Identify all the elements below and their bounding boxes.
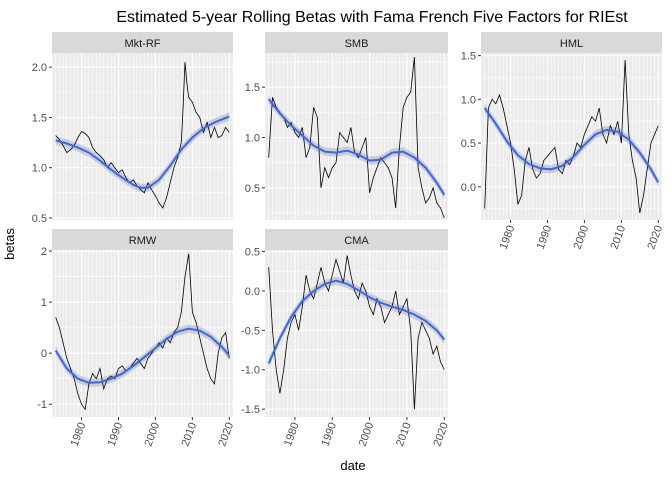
y-tick-label: -1 [37, 399, 47, 411]
y-tick-label: 1.0 [461, 94, 476, 106]
y-tick-label: 0.5 [461, 138, 476, 150]
x-tick-label: 2010 [180, 421, 200, 448]
panel-background-cma [265, 250, 448, 417]
smooth-band-rmw [55, 324, 230, 387]
y-tick-label: 0.5 [32, 213, 47, 225]
smooth-line-rmw [54, 327, 231, 384]
x-tick-label: 1980 [282, 421, 302, 448]
facet-label-smb: SMB [345, 38, 369, 50]
facet-cma: CMA -1.5 -1.0 -0.5 0.0 0.5 1980 1990 2000 2010 202… [241, 229, 451, 448]
facet-strip-cma [265, 229, 448, 250]
beta-line-cma [268, 255, 445, 410]
facet-label-cma: CMA [344, 235, 369, 247]
panel-background-mkt-rf [52, 53, 233, 220]
y-tick-label: 1 [41, 297, 47, 309]
gridlines-mkt-rf [51, 53, 234, 220]
y-tick-label: 0.0 [461, 182, 476, 194]
x-tick-label: 2020 [216, 421, 236, 448]
x-tick-label: 2020 [431, 421, 451, 448]
gridlines-smb [264, 53, 449, 220]
x-tick-label: 1990 [535, 224, 555, 251]
x-tick-label: 2010 [609, 224, 629, 251]
facet-label-hml: HML [560, 38, 583, 50]
beta-line-smb [268, 56, 445, 219]
x-tick-label: 2020 [645, 224, 665, 251]
y-tick-label: -0.5 [241, 325, 260, 337]
smooth-band-hml [484, 103, 659, 187]
x-tick-label: 2000 [143, 421, 163, 448]
y-tick-label: 2 [41, 246, 47, 258]
x-tick-label: 1980 [498, 224, 518, 251]
smooth-line-mkt-rf [55, 115, 230, 189]
beta-line-hml [484, 59, 659, 214]
y-tick-label: 1.5 [245, 82, 260, 94]
x-axis-title: date [340, 458, 365, 473]
y-tick-label: 1.0 [245, 133, 260, 145]
x-tick-label: 2000 [357, 421, 377, 448]
facet-strip-rmw [52, 229, 233, 250]
y-tick-label: -1.5 [241, 404, 260, 416]
y-tick-label: -1.0 [241, 365, 260, 377]
gridlines-hml [480, 53, 663, 220]
gridlines-rmw [51, 250, 234, 417]
beta-line-rmw [55, 253, 230, 411]
smooth-line-hml [483, 107, 660, 183]
facet-strip-hml [481, 32, 662, 53]
y-axis-title: betas [2, 228, 17, 260]
y-tick-label: 0.5 [245, 247, 260, 259]
x-tick-label: 1980 [69, 421, 89, 448]
facet-label-mkt-rf: Mkt-RF [124, 38, 160, 50]
y-tick-label: 0.5 [245, 183, 260, 195]
y-tick-label: 0.0 [245, 286, 260, 298]
facet-rmw: RMW -1 0 1 2 1980 1990 2000 2010 2020 [37, 229, 236, 448]
facet-panels: Mkt-RF 0.5 1.0 1.5 2.0 SMB 0.5 1.0 1.5 HML 0.0 0.5 1… [32, 32, 665, 448]
chart-title: Estimated 5-year Rolling Betas with Fama… [116, 9, 628, 26]
x-tick-label: 1990 [319, 421, 339, 448]
y-tick-label: 0 [41, 348, 47, 360]
x-tick-label: 2000 [572, 224, 592, 251]
facet-smb: SMB 0.5 1.0 1.5 [245, 32, 449, 220]
facet-mkt-rf: Mkt-RF 0.5 1.0 1.5 2.0 [32, 32, 234, 225]
x-tick-label: 1990 [106, 421, 126, 448]
facet-strip-smb [265, 32, 448, 53]
smooth-band-mkt-rf [55, 112, 230, 192]
smooth-line-cma [267, 279, 446, 364]
facet-hml: HML 0.0 0.5 1.0 1.5 1980 1990 2000 2010 2020 [461, 32, 665, 251]
y-tick-label: 1.5 [32, 112, 47, 124]
y-tick-label: 1.0 [32, 163, 47, 175]
smooth-line-smb [267, 98, 446, 196]
panel-background-hml [481, 53, 662, 220]
panel-background-smb [265, 53, 448, 220]
x-tick-label: 2010 [394, 421, 414, 448]
y-tick-label: 1.5 [461, 51, 476, 63]
facet-label-rmw: RMW [129, 235, 157, 247]
facet-strip-mkt-rf [52, 32, 233, 53]
y-tick-label: 2.0 [32, 62, 47, 74]
